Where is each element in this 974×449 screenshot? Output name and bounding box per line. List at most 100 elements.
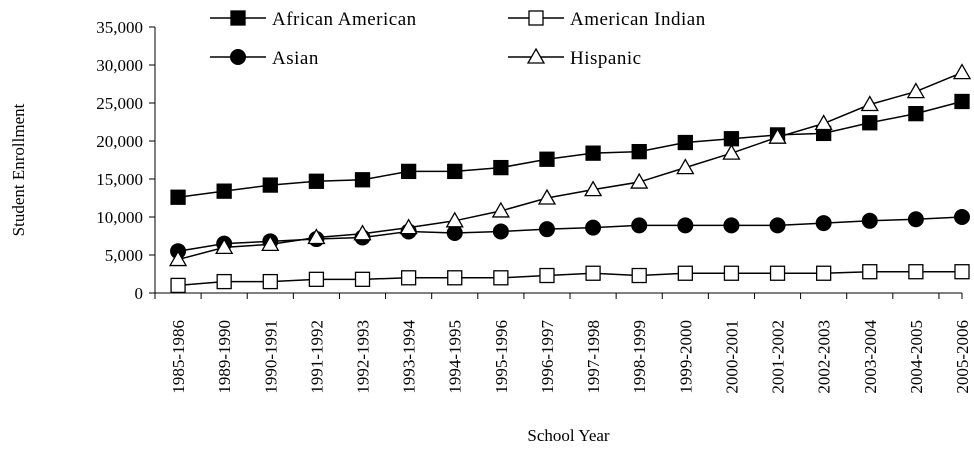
- data-point: [215, 238, 234, 255]
- x-axis-title: School Year: [527, 426, 610, 445]
- x-tick-label: 1993-1994: [400, 320, 419, 394]
- data-point: [447, 270, 463, 286]
- legend-marker: [526, 47, 546, 64]
- x-tick-label: 1985-1986: [169, 320, 188, 394]
- series-american-indian: [170, 264, 970, 294]
- data-point: [862, 264, 878, 280]
- data-point: [583, 180, 603, 197]
- data-point: [631, 217, 648, 234]
- y-tick-label: 25,000: [96, 94, 143, 113]
- data-point: [768, 127, 787, 144]
- data-point: [908, 264, 924, 280]
- y-axis-title: Student Enrollment: [9, 103, 28, 236]
- legend-label: African American: [272, 9, 417, 30]
- data-point: [170, 189, 186, 205]
- data-point: [354, 271, 371, 287]
- y-axis: 0 5,000 10,000 15,000 20,000 25,000 30,000 35,0…: [96, 18, 156, 303]
- y-tick-label: 35,000: [96, 18, 143, 37]
- data-point: [399, 218, 418, 235]
- data-point: [769, 265, 786, 281]
- x-tick-label: 1991-1992: [307, 320, 326, 394]
- data-point: [216, 273, 232, 290]
- x-tick-label: 1992-1993: [354, 320, 373, 394]
- data-point: [860, 95, 879, 112]
- x-tick-label: 1999-2000: [676, 320, 695, 394]
- data-point: [491, 201, 510, 218]
- data-point: [538, 221, 555, 238]
- y-tick-label: 0: [135, 284, 144, 303]
- data-point: [816, 265, 832, 281]
- data-point: [906, 82, 926, 99]
- data-point: [769, 217, 786, 234]
- y-tick-label: 15,000: [96, 170, 143, 189]
- x-axis: 1985-1986 1989-1990 1990-1991 1991-1992 1992…: [154, 292, 972, 394]
- data-point: [170, 277, 186, 294]
- data-point: [447, 163, 463, 180]
- data-point: [493, 159, 509, 176]
- series-african-american: [170, 93, 970, 205]
- legend: African American American Indian Asian Hisp…: [210, 9, 705, 69]
- data-point: [815, 215, 832, 232]
- series-line: [177, 216, 963, 252]
- data-point: [723, 265, 740, 281]
- x-tick-label: 1996-1997: [538, 320, 557, 394]
- data-point: [723, 217, 740, 234]
- data-point: [676, 158, 695, 175]
- x-tick-label: 1997-1998: [584, 320, 603, 394]
- data-point: [677, 134, 693, 151]
- data-point: [907, 211, 924, 228]
- legend-marker: [230, 49, 246, 65]
- legend-item-american-indian: American Indian: [508, 9, 705, 30]
- data-point: [261, 235, 280, 252]
- data-point: [400, 270, 417, 286]
- data-point: [262, 273, 278, 290]
- data-point: [630, 172, 649, 189]
- x-tick-label: 1990-1991: [261, 320, 280, 394]
- data-point: [952, 63, 972, 80]
- data-point: [446, 224, 463, 241]
- y-tick-label: 30,000: [96, 56, 143, 75]
- data-point: [445, 211, 464, 228]
- legend-item-asian: Asian: [210, 48, 319, 69]
- data-point: [862, 115, 878, 131]
- data-point: [722, 143, 741, 160]
- legend-marker: [230, 10, 246, 26]
- data-point: [631, 143, 647, 160]
- data-point: [539, 151, 555, 167]
- data-point: [954, 93, 970, 110]
- data-point: [353, 224, 372, 241]
- x-tick-label: 2004-2005: [907, 320, 926, 394]
- data-point: [677, 265, 693, 281]
- data-point: [537, 188, 557, 205]
- data-point: [539, 267, 555, 284]
- x-tick-label: 2000-2001: [722, 320, 741, 394]
- legend-label: Hispanic: [570, 48, 642, 69]
- data-point: [308, 271, 325, 287]
- data-point: [308, 173, 325, 189]
- x-tick-label: 2005-2006: [953, 320, 972, 394]
- series-layer: [168, 63, 972, 294]
- x-tick-label: 1989-1990: [215, 320, 234, 394]
- data-point: [493, 270, 509, 286]
- series-asian: [170, 209, 970, 260]
- data-point: [307, 228, 326, 245]
- x-tick-label: 2002-2003: [815, 320, 834, 394]
- legend-marker: [528, 10, 544, 26]
- y-tick-label: 5,000: [105, 246, 143, 265]
- data-point: [585, 219, 602, 236]
- data-point: [585, 145, 601, 161]
- legend-label: Asian: [272, 48, 319, 69]
- series-line: [177, 71, 963, 261]
- x-tick-label: 1994-1995: [446, 320, 465, 394]
- series-line: [177, 100, 963, 198]
- data-point: [354, 172, 371, 188]
- series-hispanic: [168, 63, 972, 267]
- y-tick-label: 20,000: [96, 132, 143, 151]
- data-point: [954, 264, 970, 280]
- x-tick-label: 2001-2002: [769, 320, 788, 394]
- data-point: [861, 212, 878, 229]
- data-point: [677, 217, 694, 234]
- x-tick-label: 1998-1999: [630, 320, 649, 394]
- data-point: [723, 131, 740, 147]
